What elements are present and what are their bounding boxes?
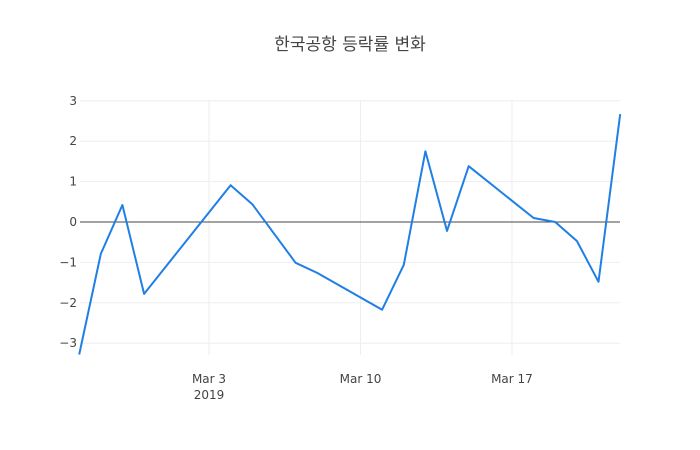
chart-title: 한국공항 등락률 변화 [274,35,426,55]
y-tick-label: 0 [69,215,77,229]
series-line [78,113,622,355]
y-tick-label: 3 [69,94,77,108]
y-tick-label: 2 [69,134,77,148]
x-tick-year-label: 2019 [194,388,225,402]
y-tick-label: −1 [59,255,77,269]
y-tick-label: −3 [59,336,77,350]
y-tick-label: −2 [59,296,77,310]
x-tick-label: Mar 17 [491,372,533,386]
y-tick-label: 1 [69,175,77,189]
x-tick-label: Mar 10 [340,372,382,386]
x-tick-label: Mar 3 [192,372,226,386]
